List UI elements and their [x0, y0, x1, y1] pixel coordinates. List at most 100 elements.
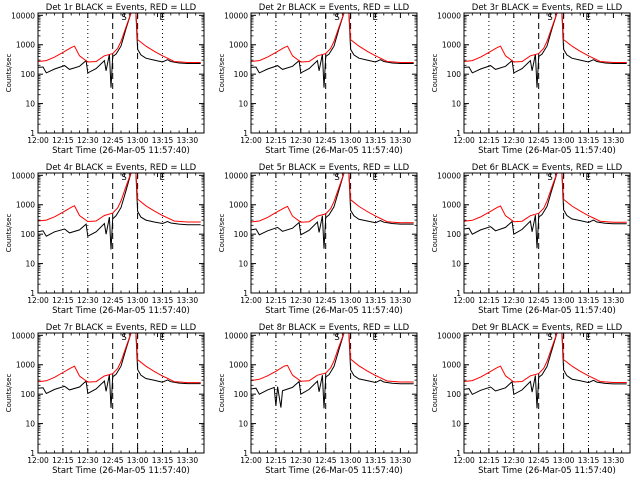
- x-axis-label: Start Time (26-Mar-05 11:57:40): [52, 146, 190, 156]
- y-tick-label: 1000: [16, 41, 35, 50]
- y-tick-label: 1: [243, 289, 248, 298]
- x-tick-label: 12:30: [290, 136, 312, 145]
- y-tick-label: 10: [238, 420, 248, 429]
- y-tick-label: 10000: [224, 11, 248, 20]
- x-tick-label: 13:00: [553, 136, 575, 145]
- marker-label: S: [121, 13, 126, 23]
- lld-series-line: [250, 12, 414, 63]
- y-tick-label: 1: [30, 449, 35, 458]
- x-tick-label: 13:00: [127, 296, 149, 305]
- events-series-line: [463, 332, 627, 409]
- x-tick-label: 12:15: [265, 296, 287, 305]
- x-tick-label: 12:15: [52, 136, 74, 145]
- x-axis-label: Start Time (26-Mar-05 11:57:40): [478, 146, 616, 156]
- x-axis-label: Start Time (26-Mar-05 11:57:40): [265, 306, 403, 316]
- x-tick-label: 13:30: [177, 456, 199, 465]
- y-tick-label: 1000: [16, 361, 35, 370]
- x-tick-label: 12:00: [240, 136, 262, 145]
- x-tick-label: 12:30: [77, 456, 99, 465]
- y-tick-label: 10: [451, 100, 461, 109]
- lld-series-line: [37, 12, 201, 63]
- y-tick-label: 1: [456, 289, 461, 298]
- x-tick-label: 13:00: [127, 136, 149, 145]
- detector-panel: Det 5r BLACK = Events, RED = LLDSE110100…: [218, 163, 418, 316]
- x-tick-label: 12:45: [102, 136, 124, 145]
- x-tick-label: 13:15: [152, 296, 174, 305]
- x-tick-label: 12:15: [52, 456, 74, 465]
- x-tick-label: 13:15: [365, 296, 387, 305]
- x-tick-label: 13:30: [177, 296, 199, 305]
- y-tick-label: 10: [238, 100, 248, 109]
- x-axis-label: Start Time (26-Mar-05 11:57:40): [52, 466, 190, 476]
- y-tick-label: 100: [234, 390, 249, 399]
- y-axis-label: Counts/sec: [5, 214, 13, 253]
- events-series-line: [37, 172, 201, 250]
- x-tick-label: 12:15: [478, 136, 500, 145]
- y-tick-label: 100: [447, 390, 462, 399]
- x-tick-label: 13:15: [365, 456, 387, 465]
- panel-title: Det 7r BLACK = Events, RED = LLD: [46, 323, 197, 333]
- y-tick-label: 1000: [442, 201, 461, 210]
- y-tick-label: 100: [21, 230, 36, 239]
- x-tick-label: 12:30: [290, 296, 312, 305]
- y-tick-label: 10: [25, 260, 35, 269]
- x-tick-label: 12:45: [528, 136, 550, 145]
- panel-title: Det 2r BLACK = Events, RED = LLD: [259, 3, 410, 13]
- y-tick-label: 1: [243, 129, 248, 138]
- x-tick-label: 13:15: [578, 136, 600, 145]
- x-tick-label: 12:15: [478, 456, 500, 465]
- detector-panel: Det 2r BLACK = Events, RED = LLDSE110100…: [218, 3, 418, 156]
- x-axis-label: Start Time (26-Mar-05 11:57:40): [478, 306, 616, 316]
- x-tick-label: 12:00: [453, 136, 475, 145]
- y-tick-label: 10: [25, 420, 35, 429]
- x-tick-label: 12:30: [290, 456, 312, 465]
- x-tick-label: 12:15: [478, 296, 500, 305]
- marker-label: S: [547, 173, 552, 183]
- x-tick-label: 13:15: [578, 296, 600, 305]
- x-tick-label: 13:15: [578, 456, 600, 465]
- y-tick-label: 100: [234, 70, 249, 79]
- x-tick-label: 12:15: [265, 136, 287, 145]
- panel-title: Det 9r BLACK = Events, RED = LLD: [472, 323, 623, 333]
- x-tick-label: 12:45: [528, 456, 550, 465]
- x-tick-label: 12:45: [102, 456, 124, 465]
- x-tick-label: 12:30: [77, 296, 99, 305]
- x-tick-label: 13:00: [127, 456, 149, 465]
- x-tick-label: 13:30: [390, 136, 412, 145]
- y-tick-label: 10000: [224, 331, 248, 340]
- y-tick-label: 10: [25, 100, 35, 109]
- x-tick-label: 13:30: [603, 296, 625, 305]
- y-tick-label: 1: [456, 449, 461, 458]
- x-tick-label: 12:00: [453, 296, 475, 305]
- x-tick-label: 12:00: [453, 456, 475, 465]
- x-tick-label: 12:00: [240, 296, 262, 305]
- marker-label: S: [334, 13, 339, 23]
- events-series-line: [37, 12, 201, 88]
- panel-title: Det 1r BLACK = Events, RED = LLD: [46, 3, 197, 13]
- x-tick-label: 13:15: [365, 136, 387, 145]
- y-tick-label: 10000: [437, 11, 461, 20]
- lld-series-line: [463, 12, 627, 63]
- x-axis-label: Start Time (26-Mar-05 11:57:40): [265, 146, 403, 156]
- y-axis-label: Counts/sec: [431, 214, 439, 253]
- lld-series-line: [250, 172, 414, 224]
- y-tick-label: 1000: [229, 201, 248, 210]
- y-axis-label: Counts/sec: [218, 374, 226, 413]
- x-axis-label: Start Time (26-Mar-05 11:57:40): [478, 466, 616, 476]
- y-axis-label: Counts/sec: [5, 54, 13, 93]
- y-tick-label: 10000: [224, 171, 248, 180]
- x-tick-label: 12:30: [77, 136, 99, 145]
- panel-title: Det 3r BLACK = Events, RED = LLD: [472, 3, 623, 13]
- y-axis-label: Counts/sec: [218, 214, 226, 253]
- panel-title: Det 5r BLACK = Events, RED = LLD: [259, 163, 410, 173]
- marker-label: S: [334, 173, 339, 183]
- events-series-line: [250, 172, 414, 249]
- marker-label: S: [121, 173, 126, 183]
- x-tick-label: 13:30: [390, 456, 412, 465]
- x-tick-label: 12:15: [265, 456, 287, 465]
- y-tick-label: 10000: [437, 171, 461, 180]
- x-tick-label: 12:45: [315, 136, 337, 145]
- marker-label: S: [334, 333, 339, 343]
- x-tick-label: 13:30: [177, 136, 199, 145]
